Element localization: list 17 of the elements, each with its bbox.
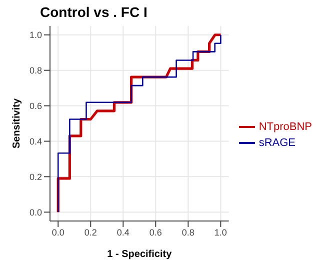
x-tick-label: 1.0 [214,227,227,238]
x-tick-label: 0.2 [84,227,97,238]
x-tick-label: 0.0 [52,227,64,238]
x-tick-label: 0.6 [149,227,162,238]
y-tick-label: 0.2 [29,172,42,182]
y-tick-label: 0.4 [29,136,42,146]
chart-title: Control vs . FC I [40,4,148,20]
x-tick-label: 0.8 [182,227,194,238]
y-axis-title: Sensitivity [12,98,23,149]
y-tick-label: 0.6 [29,100,42,111]
y-tick-label: 1.0 [29,30,42,40]
y-tick-label: 0.8 [29,66,42,76]
y-tick-label: 0.0 [29,207,42,218]
x-tick-label: 0.4 [116,227,130,238]
x-axis-title: 1 - Specificity [107,249,172,260]
legend-label: sRAGE [258,136,296,148]
legend-label: NTproBNP [258,120,312,132]
